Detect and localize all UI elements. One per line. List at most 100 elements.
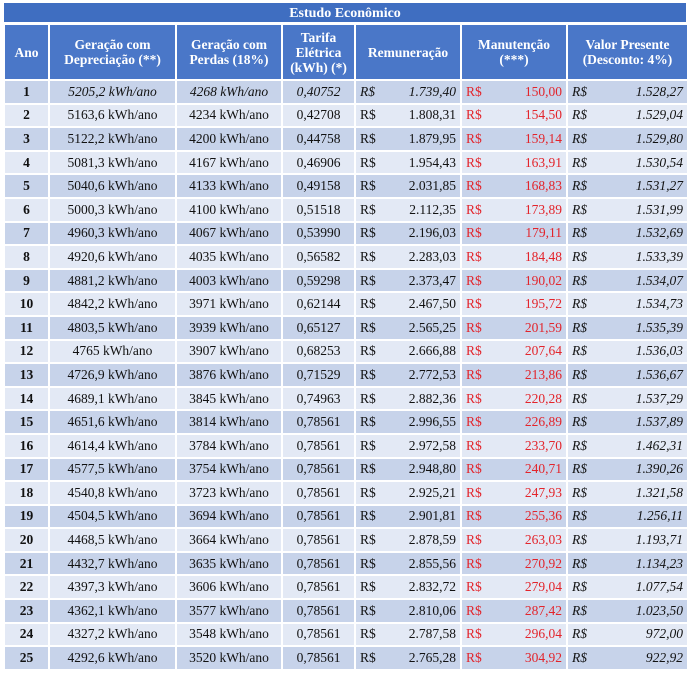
currency-symbol: R$ [360, 602, 376, 618]
cell-remuneracao: R$ 2.810,06 [354, 598, 462, 624]
cell-remuneracao-value: 2.972,58 [408, 437, 456, 453]
table-row: 23 4362,1 kWh/ano 3577 kWh/ano 0,78561 R$ 2.8… [3, 598, 689, 624]
currency-symbol: R$ [466, 343, 482, 359]
currency-symbol: R$ [360, 319, 376, 335]
currency-symbol: R$ [466, 366, 482, 382]
currency-symbol: R$ [360, 154, 376, 170]
cell-manutencao: R$ 173,89 [460, 196, 568, 223]
cell-manutencao-value: 279,04 [524, 579, 562, 595]
cell-tarifa: 0,78561 [281, 456, 356, 483]
cell-valor-presente: R$ 1.390,26 [566, 456, 689, 483]
cell-manutencao-value: 190,02 [524, 272, 562, 288]
cell-remuneracao: R$ 1.739,40 [354, 79, 462, 105]
cell-remuneracao: R$ 2.772,53 [354, 362, 462, 388]
header-row: Ano Geração com Depreciação (**) Geração… [3, 23, 689, 81]
cell-valor-presente-value: 1.530,54 [635, 154, 683, 170]
cell-remuneracao-value: 2.948,80 [408, 461, 456, 477]
cell-geracao-perdas: 3606 kWh/ano [175, 574, 283, 601]
currency-symbol: R$ [466, 201, 482, 217]
economic-table: Ano Geração com Depreciação (**) Geração… [3, 23, 689, 671]
cell-manutencao-value: 159,14 [524, 130, 562, 146]
currency-symbol: R$ [360, 508, 376, 524]
cell-ano: 13 [3, 362, 50, 388]
cell-valor-presente: R$ 1.462,31 [566, 432, 689, 459]
cell-manutencao-value: 207,64 [524, 343, 562, 359]
cell-tarifa: 0,78561 [281, 432, 356, 459]
cell-tarifa: 0,68253 [281, 338, 356, 365]
cell-valor-presente: R$ 1.537,89 [566, 409, 689, 435]
cell-geracao-perdas: 4200 kWh/ano [175, 126, 283, 152]
cell-valor-presente: R$ 1.528,27 [566, 79, 689, 105]
cell-geracao-depreciacao: 4397,3 kWh/ano [48, 574, 177, 601]
cell-valor-presente: R$ 1.535,39 [566, 314, 689, 341]
cell-remuneracao: R$ 2.467,50 [354, 291, 462, 317]
cell-valor-presente-value: 1.531,27 [635, 178, 683, 194]
cell-valor-presente: R$ 1.077,54 [566, 574, 689, 601]
cell-remuneracao: R$ 2.373,47 [354, 267, 462, 294]
cell-tarifa: 0,53990 [281, 220, 356, 247]
cell-manutencao-value: 213,86 [524, 366, 562, 382]
cell-valor-presente-value: 1.537,89 [635, 414, 683, 430]
cell-ano: 1 [3, 79, 50, 105]
currency-symbol: R$ [466, 484, 482, 500]
cell-valor-presente: R$ 1.023,50 [566, 598, 689, 624]
cell-tarifa: 0,74963 [281, 385, 356, 412]
table-row: 12 4765 kWh/ano 3907 kWh/ano 0,68253 R$ 2.666… [3, 338, 689, 365]
cell-manutencao: R$ 154,50 [460, 102, 568, 129]
cell-ano: 25 [3, 645, 50, 671]
cell-remuneracao-value: 2.112,35 [409, 201, 456, 217]
cell-geracao-perdas: 4100 kWh/ano [175, 196, 283, 223]
currency-symbol: R$ [466, 296, 482, 312]
cell-valor-presente-value: 1.533,39 [635, 248, 683, 264]
cell-manutencao: R$ 168,83 [460, 173, 568, 199]
cell-ano: 21 [3, 550, 50, 577]
cell-remuneracao-value: 2.565,25 [408, 319, 456, 335]
cell-manutencao: R$ 263,03 [460, 527, 568, 553]
cell-valor-presente-value: 1.077,54 [635, 579, 683, 595]
cell-valor-presente-value: 922,92 [645, 650, 683, 666]
cell-manutencao: R$ 201,59 [460, 314, 568, 341]
cell-valor-presente-value: 1.537,29 [635, 390, 683, 406]
cell-ano: 9 [3, 267, 50, 294]
table-row: 6 5000,3 kWh/ano 4100 kWh/ano 0,51518 R$ 2.11… [3, 196, 689, 223]
cell-remuneracao-value: 2.996,55 [408, 414, 456, 430]
cell-manutencao: R$ 287,42 [460, 598, 568, 624]
cell-remuneracao-value: 2.878,59 [408, 532, 456, 548]
table-row: 3 5122,2 kWh/ano 4200 kWh/ano 0,44758 R$ 1.87… [3, 126, 689, 152]
cell-remuneracao: R$ 2.196,03 [354, 220, 462, 247]
currency-symbol: R$ [360, 366, 376, 382]
table-row: 15 4651,6 kWh/ano 3814 kWh/ano 0,78561 R$ 2.9… [3, 409, 689, 435]
cell-geracao-perdas: 4035 kWh/ano [175, 244, 283, 270]
cell-remuneracao: R$ 2.565,25 [354, 314, 462, 341]
cell-tarifa: 0,65127 [281, 314, 356, 341]
cell-ano: 23 [3, 598, 50, 624]
cell-geracao-depreciacao: 4362,1 kWh/ano [48, 598, 177, 624]
cell-ano: 20 [3, 527, 50, 553]
cell-valor-presente: R$ 1.256,11 [566, 503, 689, 530]
currency-symbol: R$ [572, 83, 587, 99]
cell-manutencao-value: 163,91 [524, 154, 562, 170]
currency-symbol: R$ [360, 555, 376, 571]
cell-geracao-depreciacao: 4651,6 kWh/ano [48, 409, 177, 435]
cell-remuneracao: R$ 2.787,58 [354, 621, 462, 648]
cell-valor-presente-value: 1.193,71 [635, 532, 683, 548]
cell-geracao-perdas: 3664 kWh/ano [175, 527, 283, 553]
cell-remuneracao-value: 2.855,56 [408, 555, 456, 571]
cell-remuneracao-value: 2.196,03 [408, 225, 456, 241]
currency-symbol: R$ [360, 437, 376, 453]
currency-symbol: R$ [466, 130, 482, 146]
currency-symbol: R$ [466, 626, 482, 642]
cell-valor-presente: R$ 1.531,99 [566, 196, 689, 223]
cell-geracao-depreciacao: 5122,2 kWh/ano [48, 126, 177, 152]
cell-geracao-depreciacao: 4468,5 kWh/ano [48, 527, 177, 553]
cell-manutencao-value: 173,89 [524, 201, 562, 217]
cell-valor-presente: R$ 1.529,04 [566, 102, 689, 129]
currency-symbol: R$ [572, 107, 587, 123]
cell-geracao-perdas: 3814 kWh/ano [175, 409, 283, 435]
cell-ano: 5 [3, 173, 50, 199]
currency-symbol: R$ [572, 225, 587, 241]
cell-valor-presente: R$ 1.537,29 [566, 385, 689, 412]
currency-symbol: R$ [360, 461, 376, 477]
currency-symbol: R$ [572, 626, 587, 642]
cell-ano: 12 [3, 338, 50, 365]
